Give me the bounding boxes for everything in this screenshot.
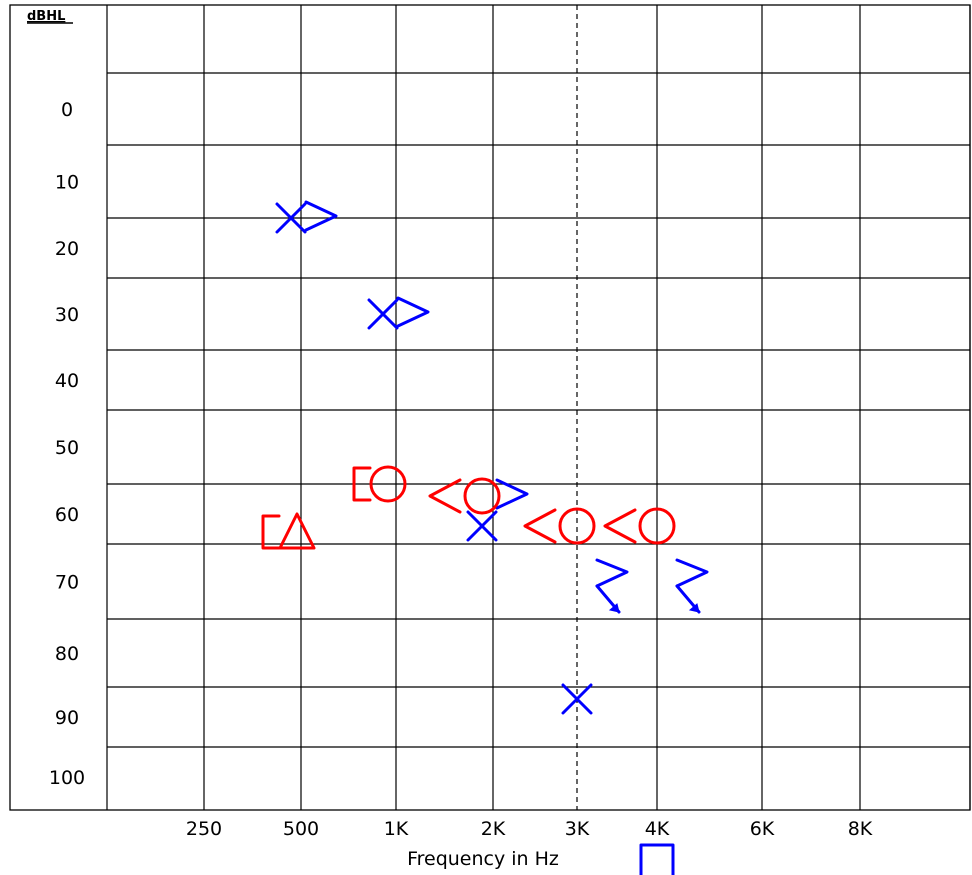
tick-labels: 0 10 20 30 40 50 60 70 80 90 100 250 500 1K 2K 3K 4K 6K 8K [49, 99, 873, 840]
mark-o-red [463, 477, 501, 515]
y-tick-label: 0 [61, 99, 73, 121]
x-axis-label: Frequency in Hz [407, 848, 559, 870]
y-tick-label: 10 [55, 172, 79, 194]
arrow-head [688, 603, 700, 613]
y-tick-label: 60 [55, 504, 79, 526]
bracket-mark [261, 514, 281, 550]
mark-o-red [558, 507, 596, 545]
arrow-head [608, 603, 620, 613]
mark--red [603, 508, 637, 544]
mark--red [523, 508, 557, 544]
mark-x-blue [561, 683, 593, 715]
x-tick-label: 3K [565, 818, 590, 840]
square-mark [639, 843, 675, 875]
y-tick-label: 80 [55, 643, 79, 665]
x-mark [561, 683, 593, 715]
mark-x-blue [466, 510, 498, 542]
y-tick-label: 30 [55, 304, 79, 326]
mark-square-blue [639, 843, 675, 875]
mark-x-blue [275, 202, 307, 234]
plot-frame [9, 4, 971, 811]
greater-than-mark [304, 200, 338, 232]
x-tick-label: 8K [848, 818, 873, 840]
y-axis-label: dBHL [27, 9, 65, 24]
greater-than-mark [396, 296, 430, 328]
less-than-mark [603, 508, 637, 544]
circle-mark [463, 477, 501, 515]
less-than-mark [428, 478, 462, 514]
grid [9, 4, 971, 811]
x-mark [367, 298, 399, 330]
mark--red [352, 466, 372, 502]
mark--blue [304, 200, 338, 232]
bracket-mark [352, 466, 372, 502]
y-tick-label: 90 [55, 707, 79, 729]
mark-triangle-red [278, 512, 316, 550]
x-mark [466, 510, 498, 542]
mark--blue [495, 478, 529, 510]
x-tick-label: 250 [186, 818, 222, 840]
mark--red [428, 478, 462, 514]
x-tick-label: 500 [283, 818, 319, 840]
data-marks [261, 200, 709, 875]
circle-mark [369, 465, 407, 503]
less-than-mark [523, 508, 557, 544]
greater-than-mark [595, 558, 629, 588]
mark-noresponse-blue [675, 558, 709, 614]
mark-x-blue [367, 298, 399, 330]
circle-mark [558, 507, 596, 545]
x-tick-label: 6K [750, 818, 775, 840]
mark--blue [396, 296, 430, 328]
mark-o-red [369, 465, 407, 503]
x-tick-label: 4K [645, 818, 670, 840]
y-tick-label: 70 [55, 572, 79, 594]
y-tick-label: 50 [55, 437, 79, 459]
y-tick-label: 20 [55, 238, 79, 260]
circle-mark [638, 507, 676, 545]
mark-o-red [638, 507, 676, 545]
mark--red [261, 514, 281, 550]
x-tick-label: 1K [384, 818, 409, 840]
y-tick-label: 40 [55, 370, 79, 392]
mark-noresponse-blue [595, 558, 629, 614]
greater-than-mark [495, 478, 529, 510]
x-mark [275, 202, 307, 234]
greater-than-mark [675, 558, 709, 588]
x-tick-label: 2K [481, 818, 506, 840]
y-tick-label: 100 [49, 767, 85, 789]
triangle-mark [278, 512, 316, 550]
